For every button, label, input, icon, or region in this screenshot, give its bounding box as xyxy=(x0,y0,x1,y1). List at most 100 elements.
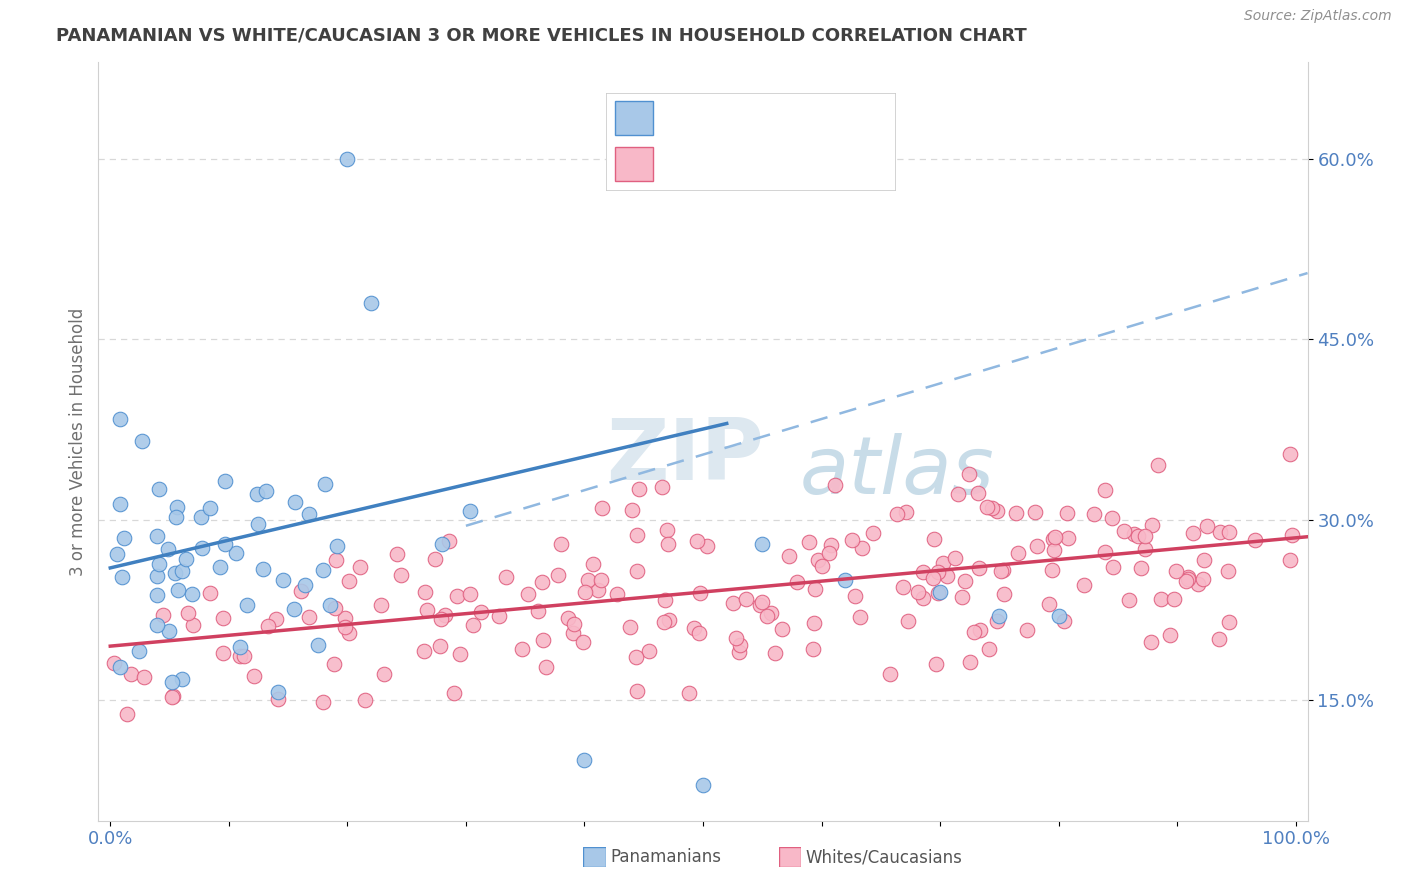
Point xyxy=(413,644,436,658)
Point xyxy=(957,467,980,481)
Point xyxy=(950,590,973,604)
Point xyxy=(1140,635,1163,649)
Point xyxy=(986,614,1008,628)
Point xyxy=(333,619,356,633)
FancyBboxPatch shape xyxy=(583,847,606,867)
Point xyxy=(307,638,329,652)
Point xyxy=(1177,570,1199,584)
Point xyxy=(848,610,870,624)
Point xyxy=(460,587,482,601)
Point xyxy=(495,570,517,584)
Point xyxy=(786,574,808,589)
Text: ZIP: ZIP xyxy=(606,415,763,499)
Point xyxy=(531,632,554,647)
Point xyxy=(1126,529,1149,543)
Point xyxy=(1004,506,1026,520)
Point xyxy=(1122,527,1144,541)
Point xyxy=(461,617,484,632)
Point xyxy=(1118,593,1140,607)
Point xyxy=(811,559,834,574)
Point xyxy=(236,599,259,613)
Point xyxy=(834,573,856,587)
Point xyxy=(256,619,278,633)
Point xyxy=(198,501,221,516)
Point xyxy=(1163,591,1185,606)
Point xyxy=(211,646,233,660)
Point xyxy=(986,504,1008,518)
Point xyxy=(1278,446,1301,460)
Point xyxy=(1057,531,1080,545)
Point xyxy=(654,593,676,607)
Point xyxy=(117,706,139,721)
Point xyxy=(626,528,648,542)
Point xyxy=(696,539,718,553)
Point xyxy=(1073,578,1095,592)
Point xyxy=(1133,541,1156,556)
Point xyxy=(314,477,336,491)
Point xyxy=(243,668,266,682)
Point xyxy=(387,548,409,562)
Point xyxy=(574,754,596,768)
Point xyxy=(134,670,156,684)
Point xyxy=(298,507,321,521)
Point xyxy=(897,614,920,628)
Point xyxy=(1181,526,1204,541)
Point xyxy=(415,602,437,616)
Point xyxy=(434,608,457,623)
Point xyxy=(981,500,1004,515)
Point xyxy=(152,607,174,622)
Point xyxy=(1197,519,1219,533)
Y-axis label: 3 or more Vehicles in Household: 3 or more Vehicles in Household xyxy=(69,308,87,575)
Point xyxy=(1216,564,1239,578)
Point xyxy=(725,631,748,645)
Point xyxy=(879,667,901,681)
Point xyxy=(1024,504,1046,518)
Point xyxy=(337,574,360,589)
Point xyxy=(1094,545,1116,559)
Point xyxy=(1150,591,1173,606)
Point xyxy=(170,564,193,578)
Point xyxy=(936,569,959,583)
Point xyxy=(267,684,290,698)
Point xyxy=(160,675,183,690)
Point xyxy=(470,605,492,619)
Point xyxy=(911,591,934,606)
Point xyxy=(966,486,988,500)
Point xyxy=(571,634,593,648)
Point xyxy=(1133,529,1156,543)
Point xyxy=(146,588,169,602)
Point xyxy=(751,595,773,609)
Text: atlas: atlas xyxy=(800,433,994,511)
Point xyxy=(232,649,254,664)
Point xyxy=(820,538,842,552)
Point xyxy=(841,533,863,548)
Point xyxy=(325,553,347,567)
Point xyxy=(1279,553,1302,567)
Point xyxy=(1218,524,1240,539)
Point xyxy=(907,585,929,599)
Point xyxy=(157,542,180,557)
Point xyxy=(1129,561,1152,575)
Point xyxy=(911,566,934,580)
Point xyxy=(180,587,202,601)
Point xyxy=(212,610,235,624)
Point xyxy=(1102,560,1125,574)
Point xyxy=(458,504,481,518)
Point xyxy=(1040,563,1063,577)
Point xyxy=(336,152,359,166)
Point xyxy=(167,583,190,598)
Point xyxy=(688,625,710,640)
Point xyxy=(946,487,969,501)
Point xyxy=(1038,597,1060,611)
Point xyxy=(312,563,335,577)
Point xyxy=(349,560,371,574)
Point xyxy=(325,539,347,553)
Point xyxy=(1166,564,1188,578)
Point xyxy=(851,541,873,556)
Point xyxy=(1140,517,1163,532)
Point xyxy=(246,517,269,532)
Point xyxy=(105,547,128,561)
Point xyxy=(755,609,778,624)
Point xyxy=(1218,615,1240,629)
Point xyxy=(370,598,392,612)
